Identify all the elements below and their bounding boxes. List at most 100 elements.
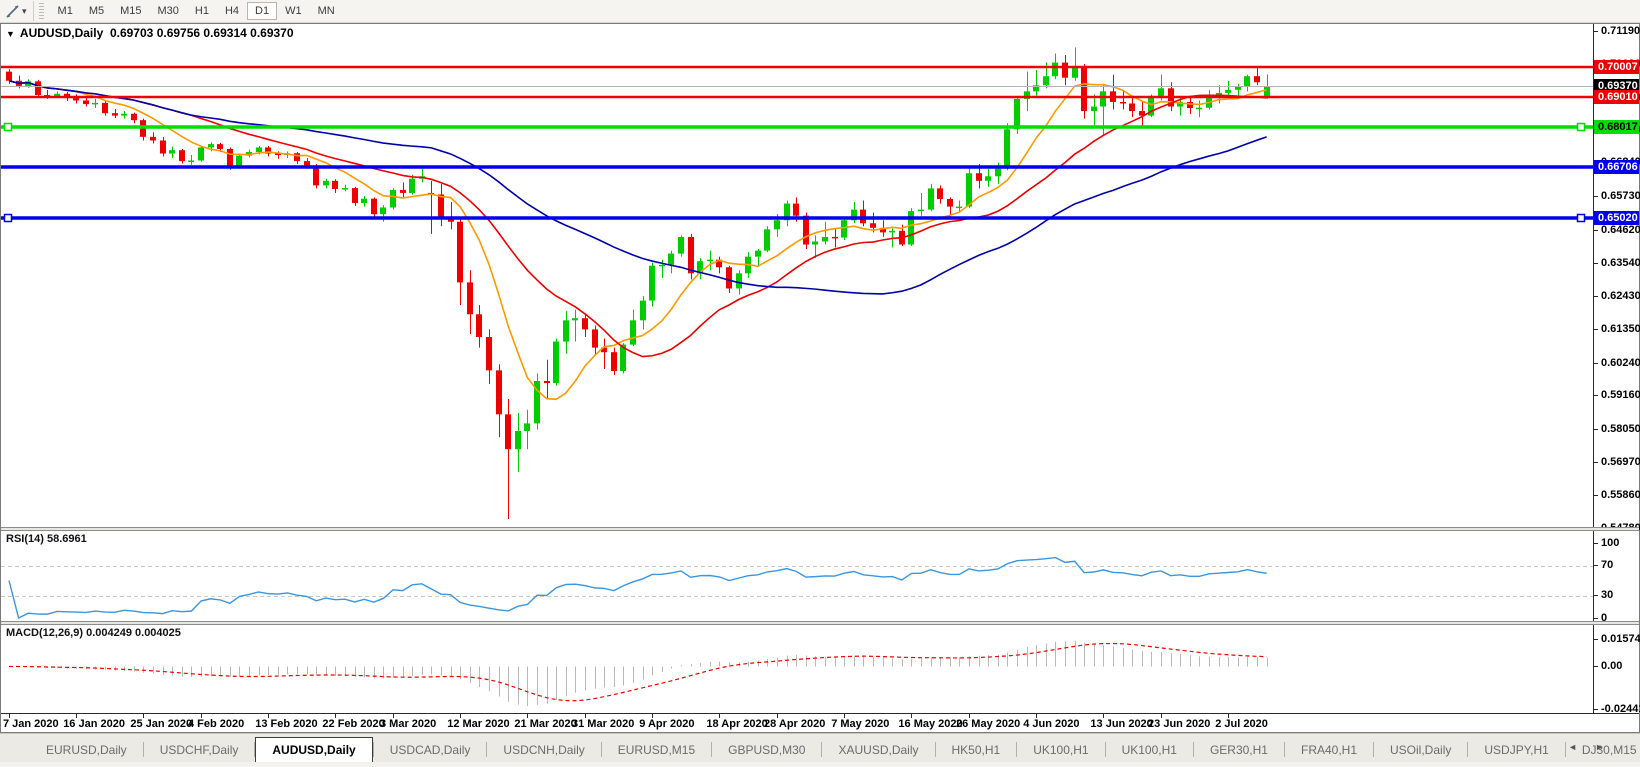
- price-axis[interactable]: 0.711900.700800.689700.679200.668400.657…: [1593, 24, 1640, 534]
- tab-separator: [142, 742, 144, 757]
- time-axis-tick: [76, 714, 77, 718]
- rsi-canvas[interactable]: [1, 531, 1593, 621]
- timeframe-button-H4[interactable]: H4: [224, 5, 240, 17]
- timeframe-button-D1[interactable]: D1: [247, 2, 278, 20]
- rsi-tick-100: 100: [1594, 537, 1639, 550]
- tab-separator: [1467, 742, 1469, 757]
- date-label-26-May-2020: 26 May 2020: [956, 718, 1021, 730]
- price-badge-resistance-line: 0.69010: [1594, 90, 1639, 105]
- time-axis-tick: [393, 714, 394, 718]
- symbol-tab-USDJPY-H1[interactable]: USDJPY,H1: [1484, 742, 1549, 757]
- symbol-tab-USDCHF-Daily[interactable]: USDCHF,Daily: [159, 742, 239, 757]
- symbol-tab-USDCNH-Daily[interactable]: USDCNH,Daily: [503, 742, 585, 757]
- symbol-tab-UK100-H1[interactable]: UK100,H1: [1033, 742, 1089, 757]
- date-label-4-Feb-2020: 4 Feb 2020: [188, 718, 245, 730]
- price-badge-current-price: 0.69370: [1594, 79, 1639, 94]
- macd-tick--0.024412: -0.024412: [1594, 703, 1640, 716]
- price-badge-support-line: 0.66706: [1594, 159, 1639, 174]
- time-axis-tick: [9, 714, 10, 718]
- time-axis-tick: [268, 714, 269, 718]
- time-axis-tick: [777, 714, 778, 718]
- timeframe-button-MN[interactable]: MN: [317, 5, 335, 17]
- chart-menu-icon[interactable]: ▼: [6, 29, 15, 39]
- date-label-2-Jul-2020: 2 Jul 2020: [1215, 718, 1268, 730]
- pane-splitter[interactable]: [1, 621, 1639, 625]
- price-tick-0.58050: 0.58050: [1594, 423, 1640, 436]
- tab-separator: [711, 742, 713, 757]
- pane-splitter[interactable]: [1, 527, 1639, 531]
- symbol-tab-DJ30-M15[interactable]: DJ30,M15: [1581, 742, 1637, 757]
- tab-scroll-right-icon[interactable]: ►: [1595, 742, 1604, 752]
- symbol-tab-FRA40-H1[interactable]: FRA40,H1: [1300, 742, 1358, 757]
- time-axis-tick: [911, 714, 912, 718]
- price-tick-0.63540: 0.63540: [1594, 257, 1640, 270]
- date-label-31-Mar-2020: 31 Mar 2020: [572, 718, 635, 730]
- status-strip: [0, 762, 1640, 767]
- timeframe-button-M5[interactable]: M5: [88, 5, 105, 17]
- date-label-13-Feb-2020: 13 Feb 2020: [255, 718, 318, 730]
- timeframe-button-M30[interactable]: M30: [157, 5, 179, 17]
- symbol-tab-UK100-H1[interactable]: UK100,H1: [1121, 742, 1177, 757]
- date-label-23-Jun-2020: 23 Jun 2020: [1148, 718, 1211, 730]
- ohlc-open: 0.69703: [109, 26, 154, 40]
- time-axis-tick: [201, 714, 202, 718]
- price-tick-0.55860: 0.55860: [1594, 489, 1640, 502]
- timeframe-button-H1[interactable]: H1: [194, 5, 209, 17]
- time-axis[interactable]: 7 Jan 2020 16 Jan 2020 25 Jan 2020 4 Feb 20…: [1, 713, 1639, 732]
- price-badge-support-line: 0.68017: [1594, 120, 1639, 135]
- line-studies-icon[interactable]: [3, 2, 21, 20]
- chart-tabs: EURUSD,Daily USDCHF,Daily AUDUSD,Daily USDC…: [30, 737, 1640, 762]
- tab-separator: [1016, 742, 1018, 757]
- time-axis-tick: [969, 714, 970, 718]
- tab-separator: [934, 742, 936, 757]
- date-label-28-Apr-2020: 28 Apr 2020: [764, 718, 826, 730]
- symbol-tab-EURUSD-Daily[interactable]: EURUSD,Daily: [46, 742, 127, 757]
- macd-label: MACD(12,26,9) 0.004249 0.004025: [6, 627, 181, 639]
- tab-separator: [372, 742, 374, 757]
- symbol-tab-XAUUSD-Daily[interactable]: XAUUSD,Daily: [838, 742, 919, 757]
- tab-separator: [1564, 742, 1566, 757]
- date-label-7-May-2020: 7 May 2020: [831, 718, 890, 730]
- macd-tick-0.00: 0.00: [1594, 660, 1639, 673]
- chart-window: ▼ AUDUSD,Daily 0.69703 0.69756 0.69314 0.…: [0, 23, 1640, 733]
- price-badge-resistance-line: 0.70007: [1594, 59, 1639, 74]
- line-studies-dropdown-icon[interactable]: ▾: [22, 5, 27, 16]
- toolbar-grip[interactable]: [38, 3, 44, 19]
- price-pane: ▼ AUDUSD,Daily 0.69703 0.69756 0.69314 0.…: [1, 24, 1640, 534]
- date-label-18-Apr-2020: 18 Apr 2020: [706, 718, 768, 730]
- tab-separator: [600, 742, 602, 757]
- toolbar: ▾ M1 M5 M15 M30 H1 H4 D1 W1 MN: [0, 0, 1640, 23]
- tab-scroll-left-icon[interactable]: ◄: [1568, 742, 1578, 752]
- tab-separator: [1283, 742, 1285, 757]
- rsi-axis: 100 70 30 0: [1593, 531, 1639, 624]
- time-axis-tick: [652, 714, 653, 718]
- symbol-tab-HK50-H1[interactable]: HK50,H1: [951, 742, 1001, 757]
- symbol-tab-GER30-H1[interactable]: GER30,H1: [1209, 742, 1268, 757]
- macd-axis: 0.015741 0.00 -0.024412: [1593, 625, 1640, 716]
- time-axis-tick: [527, 714, 528, 718]
- timeframe-button-M1[interactable]: M1: [57, 5, 73, 17]
- tab-separator: [1104, 742, 1106, 757]
- tab-separator: [486, 742, 488, 757]
- symbol-tab-EURUSD-M15[interactable]: EURUSD,M15: [617, 742, 696, 757]
- symbol-tab-USDCAD-Daily[interactable]: USDCAD,Daily: [389, 742, 471, 757]
- date-label-12-Mar-2020: 12 Mar 2020: [447, 718, 510, 730]
- date-label-25-Jan-2020: 25 Jan 2020: [130, 718, 193, 730]
- macd-canvas[interactable]: [1, 625, 1593, 713]
- price-badge-support-line: 0.65020: [1594, 211, 1639, 226]
- ohlc-high: 0.69756: [156, 26, 201, 40]
- symbol-tab-USOil-Daily[interactable]: USOil,Daily: [1390, 742, 1452, 757]
- tab-separator: [254, 742, 256, 757]
- symbol-tab-AUDUSD-Daily[interactable]: AUDUSD,Daily: [255, 737, 373, 762]
- time-axis-tick: [335, 714, 336, 718]
- tab-scroll-arrows: ◄ ►: [1568, 742, 1604, 752]
- symbol-tab-GBPUSD-M30[interactable]: GBPUSD,M30: [728, 742, 806, 757]
- price-chart-canvas[interactable]: [1, 24, 1593, 527]
- timeframe-button-W1[interactable]: W1: [285, 5, 302, 17]
- tab-separator: [1192, 742, 1194, 757]
- price-tick-0.59160: 0.59160: [1594, 389, 1640, 402]
- chart-title: ▼ AUDUSD,Daily 0.69703 0.69756 0.69314 0.…: [6, 26, 294, 40]
- time-axis-tick: [1036, 714, 1037, 718]
- timeframe-button-M15[interactable]: M15: [120, 5, 142, 17]
